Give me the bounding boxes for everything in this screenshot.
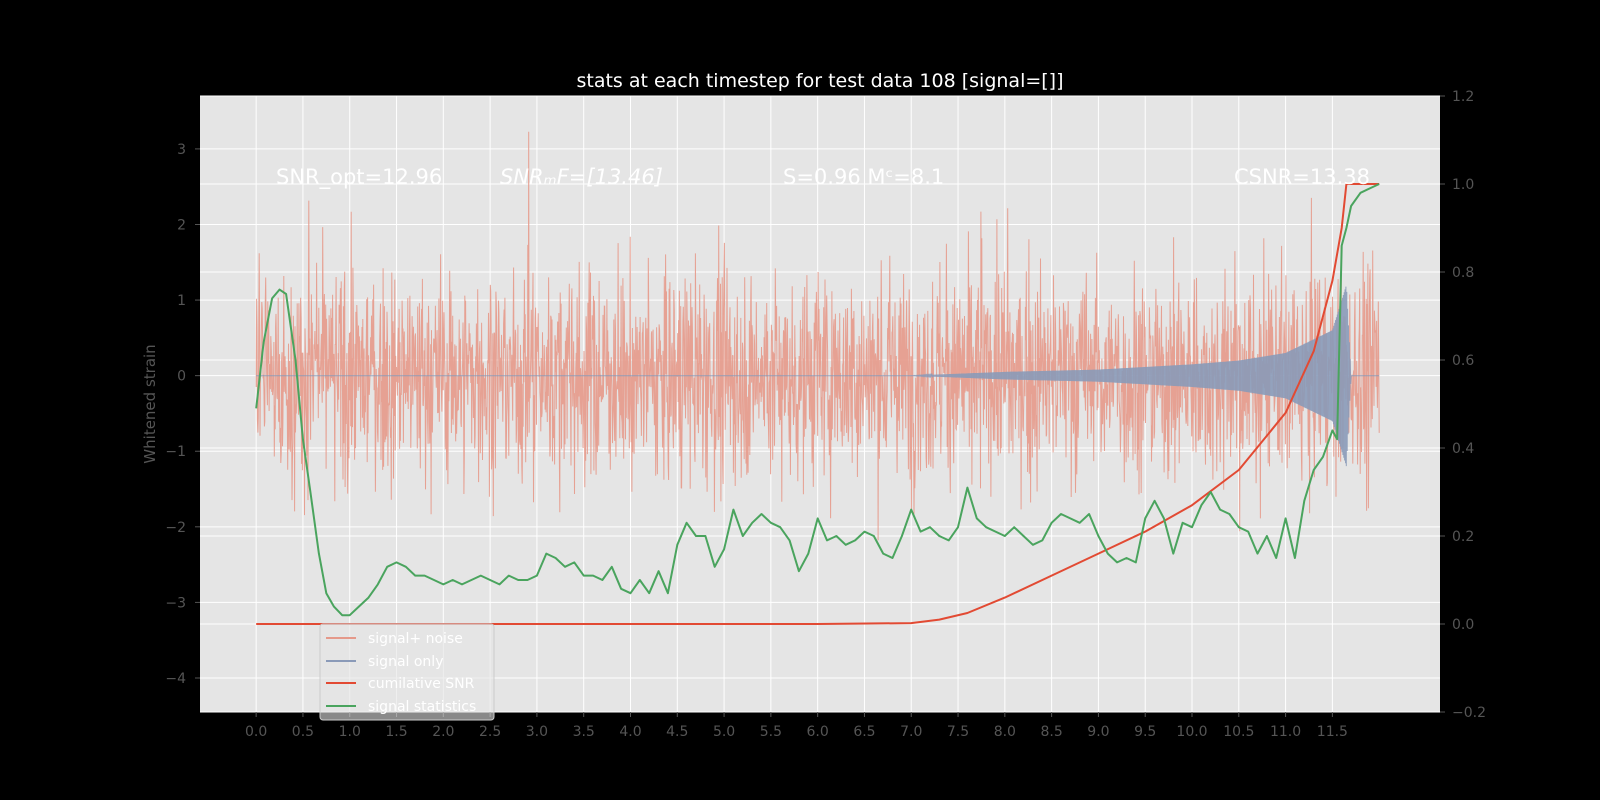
x-tick-label: 11.5 <box>1317 724 1348 740</box>
x-tick-label: 5.0 <box>713 724 735 740</box>
x-tick-label: 2.0 <box>432 724 454 740</box>
x-tick-label: 0.0 <box>245 724 267 740</box>
y-tick-label: 0 <box>177 369 186 385</box>
y2-tick-label: 0.8 <box>1452 265 1474 281</box>
y2-tick-label: 0.2 <box>1452 529 1474 545</box>
x-tick-label: 3.5 <box>573 724 595 740</box>
series-cumulative-snr-line <box>256 183 1380 625</box>
x-axis-ticks: 0.0 0.5 1.0 1.5 2.0 2.5 3.0 3.5 4.0 4.5 5.0 5.5 6.0 6… <box>245 712 1348 740</box>
y2-tick-label: 1.0 <box>1452 177 1474 193</box>
legend-label-2: cumilative SNR <box>368 676 475 692</box>
legend-label-3: signal statistics <box>368 699 476 715</box>
y-tick-label: −2 <box>165 520 186 536</box>
annotation-csnr: CSNR=13.38 <box>1234 165 1370 189</box>
annotation-snr-mf: SNRₘF=[13.46] <box>500 165 663 189</box>
y-axis-ticks: 3 2 1 0 −1 −2 −3 −4 <box>165 142 200 687</box>
x-tick-label: 3.0 <box>526 724 548 740</box>
y-tick-label: −4 <box>165 671 186 687</box>
legend-label-0: signal+ noise <box>368 631 463 647</box>
x-tick-label: 6.0 <box>807 724 829 740</box>
y2-axis-ticks: 1.2 1.0 0.8 0.6 0.4 0.2 0.0 −0.2 <box>1440 89 1486 721</box>
y-tick-label: 3 <box>177 142 186 158</box>
x-tick-label: 6.5 <box>853 724 875 740</box>
legend: signal+ noise signal only cumilative SNR… <box>319 623 495 721</box>
legend-box <box>319 623 495 721</box>
annotation-snr-opt: SNR_opt=12.96 <box>276 165 442 190</box>
annotation-s-mc: S=0.96 Mᶜ=8.1 <box>783 165 944 189</box>
x-tick-label: 10.5 <box>1223 724 1254 740</box>
x-tick-label: 10.0 <box>1176 724 1207 740</box>
x-tick-label: 7.5 <box>947 724 969 740</box>
y-tick-label: 2 <box>177 217 186 233</box>
x-tick-label: 0.5 <box>292 724 314 740</box>
y2-tick-label: 1.2 <box>1452 89 1474 105</box>
x-tick-label: 4.0 <box>619 724 641 740</box>
x-tick-label: 5.5 <box>760 724 782 740</box>
series-signal-statistics-line <box>255 183 1380 617</box>
right-axis-series <box>255 183 1380 625</box>
y-tick-label: 1 <box>177 293 186 309</box>
y-axis-label: Whitened strain <box>141 344 159 463</box>
x-tick-label: 9.5 <box>1134 724 1156 740</box>
x-tick-label: 1.0 <box>339 724 361 740</box>
x-tick-label: 2.5 <box>479 724 501 740</box>
x-tick-label: 8.5 <box>1040 724 1062 740</box>
y2-tick-label: −0.2 <box>1452 705 1486 721</box>
x-tick-label: 7.0 <box>900 724 922 740</box>
x-tick-label: 1.5 <box>385 724 407 740</box>
x-tick-label: 11.0 <box>1270 724 1301 740</box>
y2-tick-label: 0.0 <box>1452 617 1474 633</box>
signal-only-trace <box>256 286 1380 467</box>
x-tick-label: 4.5 <box>666 724 688 740</box>
y2-tick-label: 0.6 <box>1452 353 1474 369</box>
x-tick-label: 8.0 <box>994 724 1016 740</box>
y-tick-label: −3 <box>165 595 186 611</box>
chart-title: stats at each timestep for test data 108… <box>576 70 1063 92</box>
x-tick-label: 9.0 <box>1087 724 1109 740</box>
legend-label-1: signal only <box>368 654 443 670</box>
y-tick-label: −1 <box>165 444 186 460</box>
y2-tick-label: 0.4 <box>1452 441 1474 457</box>
series-signal-only-line <box>256 286 1380 467</box>
